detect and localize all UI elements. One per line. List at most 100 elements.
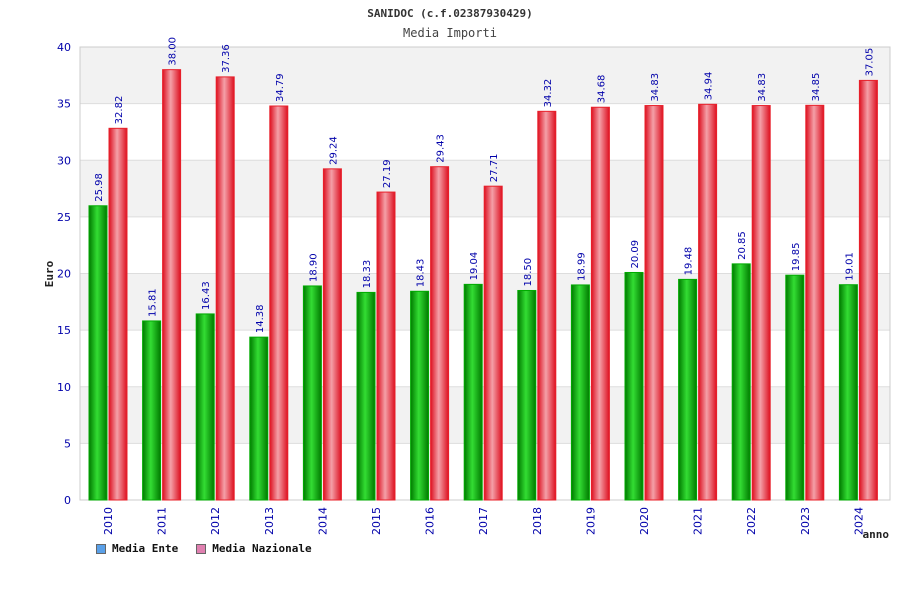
- data-label: 18.90: [308, 253, 319, 282]
- bar-media-ente: [302, 285, 322, 501]
- data-label: 15.81: [148, 288, 159, 317]
- data-label: 34.79: [275, 73, 286, 102]
- legend-label-ente: Media Ente: [112, 542, 179, 555]
- y-tick-label: 30: [57, 154, 71, 167]
- data-label: 27.19: [382, 159, 393, 188]
- data-label: 18.33: [362, 260, 373, 289]
- x-tick-label: 2013: [263, 507, 276, 535]
- data-label: 16.43: [201, 281, 212, 310]
- legend-item-nazionale: Media Nazionale: [196, 542, 312, 555]
- data-label: 19.48: [684, 247, 695, 276]
- data-label: 34.85: [811, 73, 822, 102]
- data-label: 34.32: [543, 79, 554, 108]
- y-tick-label: 0: [64, 494, 71, 507]
- data-label: 27.71: [489, 154, 500, 183]
- data-label: 29.43: [436, 134, 447, 163]
- data-label: 37.05: [864, 48, 875, 77]
- bar-media-nazionale: [698, 103, 718, 501]
- bar-media-ente: [731, 263, 751, 501]
- data-labels: 25.98 32.82 15.81 38.00 16.43 37.36 14.38 34.79…: [94, 37, 875, 333]
- y-tick-label: 40: [57, 41, 71, 54]
- x-tick-label: 2015: [370, 507, 383, 535]
- y-axis-ticks: 0 5 10 15 20 25 30 35 40: [57, 41, 71, 507]
- bar-media-nazionale: [269, 105, 289, 501]
- data-label: 38.00: [168, 37, 179, 66]
- grid-band: [80, 47, 890, 104]
- data-label: 34.83: [650, 73, 661, 102]
- bar-media-nazionale: [376, 191, 396, 501]
- bar-media-ente: [570, 284, 590, 501]
- bar-media-ente: [678, 278, 698, 501]
- x-tick-label: 2012: [209, 507, 222, 535]
- x-axis-label: anno: [863, 528, 890, 541]
- data-label: 34.94: [704, 72, 715, 101]
- x-axis-ticks: 2010 2011 2012 2013 2014 2015 2016 2017 2018 2019…: [102, 507, 865, 535]
- bar-media-ente: [410, 290, 430, 501]
- bar-media-ente: [88, 205, 108, 501]
- x-tick-label: 2021: [692, 507, 705, 535]
- bar-media-nazionale: [483, 185, 503, 501]
- bar-media-ente: [624, 271, 644, 501]
- data-label: 18.99: [576, 252, 587, 281]
- bar-media-nazionale: [215, 76, 235, 501]
- x-tick-label: 2011: [156, 507, 169, 535]
- legend-label-nazionale: Media Nazionale: [212, 542, 312, 555]
- legend: Media Ente Media Nazionale: [96, 542, 312, 555]
- data-label: 25.98: [94, 173, 105, 202]
- data-label: 18.50: [523, 258, 534, 287]
- data-label: 34.68: [596, 75, 607, 104]
- x-tick-label: 2020: [638, 507, 651, 535]
- legend-item-ente: Media Ente: [96, 542, 178, 555]
- bars: [88, 69, 878, 501]
- x-tick-label: 2023: [799, 507, 812, 535]
- x-tick-label: 2019: [584, 507, 597, 535]
- bar-media-nazionale: [644, 105, 664, 501]
- data-label: 32.82: [114, 96, 125, 125]
- y-axis-label: Euro: [43, 260, 56, 287]
- bar-media-nazionale: [537, 110, 557, 501]
- data-label: 19.85: [791, 243, 802, 272]
- bar-media-ente: [142, 320, 162, 501]
- x-tick-label: 2017: [477, 507, 490, 535]
- bar-media-ente: [356, 291, 376, 501]
- bar-media-nazionale: [108, 127, 128, 501]
- data-label: 34.83: [757, 73, 768, 102]
- bar-media-ente: [838, 284, 858, 501]
- bar-media-ente: [463, 283, 483, 501]
- x-tick-label: 2016: [424, 507, 437, 535]
- data-label: 19.01: [844, 252, 855, 281]
- data-label: 29.24: [328, 136, 339, 165]
- data-label: 20.09: [630, 240, 641, 269]
- chart-title: SANIDOC (c.f.02387930429): [367, 7, 533, 20]
- x-tick-label: 2022: [745, 507, 758, 535]
- chart-subtitle: Media Importi: [403, 26, 497, 40]
- y-tick-label: 35: [57, 98, 71, 111]
- data-label: 37.36: [221, 44, 232, 73]
- bar-media-nazionale: [322, 168, 342, 501]
- y-tick-label: 5: [64, 437, 71, 450]
- bar-media-ente: [517, 289, 537, 501]
- bar-media-nazionale: [805, 104, 825, 501]
- y-tick-label: 15: [57, 324, 71, 337]
- x-tick-label: 2024: [852, 507, 865, 535]
- y-tick-label: 20: [57, 268, 71, 281]
- bar-media-ente: [249, 336, 269, 501]
- data-label: 14.38: [255, 305, 266, 334]
- y-tick-label: 10: [57, 381, 71, 394]
- bar-media-ente: [195, 313, 215, 501]
- bar-media-ente: [785, 274, 805, 501]
- bar-media-nazionale: [751, 105, 771, 501]
- x-tick-label: 2010: [102, 507, 115, 535]
- data-label: 18.43: [416, 259, 427, 288]
- x-tick-label: 2018: [531, 507, 544, 535]
- y-tick-label: 25: [57, 211, 71, 224]
- data-label: 19.04: [469, 252, 480, 281]
- bar-media-nazionale: [590, 106, 610, 501]
- bar-media-nazionale: [858, 79, 878, 501]
- data-label: 20.85: [737, 231, 748, 260]
- x-tick-label: 2014: [316, 507, 329, 535]
- bar-media-nazionale: [430, 166, 450, 501]
- bar-media-nazionale: [162, 69, 182, 501]
- legend-swatch-ente: [96, 543, 106, 554]
